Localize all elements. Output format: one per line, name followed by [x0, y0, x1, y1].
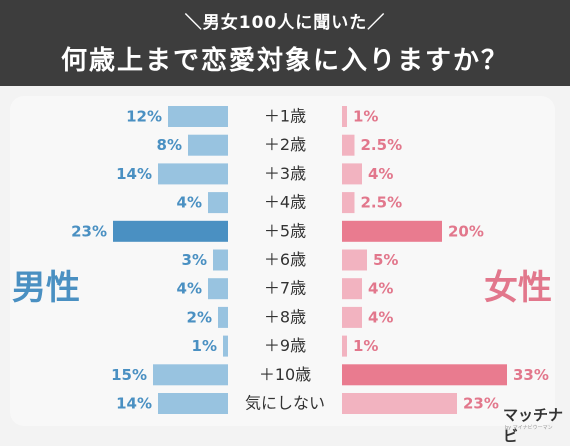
- female-bar: [342, 278, 362, 300]
- category-label: 気にしない: [245, 394, 325, 413]
- female-value-label: 4%: [368, 165, 393, 183]
- female-bar: [342, 220, 442, 242]
- male-label: 男性: [12, 268, 80, 308]
- male-bar: [213, 249, 228, 271]
- female-bar: [342, 192, 355, 214]
- female-bar: [342, 163, 362, 185]
- male-bar: [113, 220, 228, 242]
- female-value-label: 2.5%: [361, 136, 403, 154]
- female-value-label: 23%: [463, 395, 499, 413]
- category-label: ＋4歳: [264, 193, 306, 212]
- female-value-label: 33%: [513, 366, 549, 384]
- female-value-label: 1%: [353, 337, 378, 355]
- male-value-label: 23%: [71, 222, 107, 240]
- male-value-label: 4%: [177, 280, 202, 298]
- category-label: ＋1歳: [264, 107, 306, 126]
- female-bar: [342, 306, 362, 328]
- male-bar: [158, 393, 228, 414]
- category-label: ＋9歳: [264, 336, 306, 355]
- category-label: ＋6歳: [264, 250, 306, 269]
- male-value-label: 1%: [192, 337, 217, 355]
- male-bar: [153, 364, 228, 386]
- male-value-label: 4%: [177, 194, 202, 212]
- header: ＼男女100人に聞いた／ 何歳上まで恋愛対象に入りますか？: [0, 0, 570, 86]
- male-bar: [223, 335, 228, 357]
- male-bar: [208, 192, 228, 214]
- brand-logo-sub: by マイナビウーマン: [505, 425, 553, 431]
- female-bar: [342, 249, 367, 271]
- header-subtitle: ＼男女100人に聞いた／: [184, 13, 386, 33]
- butterfly-chart: 男性 女性 12% 1% ＋1歳 8% 2.5% ＋2歳 14% 4% ＋3歳 4% 2.5% ＋4歳…: [12, 106, 552, 414]
- female-value-label: 4%: [368, 308, 393, 326]
- category-label: ＋7歳: [264, 279, 306, 298]
- male-value-label: 12%: [126, 108, 162, 126]
- category-label: ＋5歳: [264, 221, 306, 240]
- female-bar: [342, 134, 355, 156]
- female-label: 女性: [484, 268, 552, 308]
- male-value-label: 14%: [116, 395, 152, 413]
- category-label: ＋3歳: [264, 164, 306, 183]
- male-value-label: 3%: [182, 251, 207, 269]
- male-bar: [158, 163, 228, 185]
- category-label: ＋8歳: [264, 307, 306, 326]
- male-value-label: 15%: [111, 366, 147, 384]
- female-bar: [342, 364, 507, 386]
- female-value-label: 20%: [448, 222, 484, 240]
- page-title: 何歳上まで恋愛対象に入りますか？: [60, 46, 509, 76]
- female-value-label: 5%: [373, 251, 398, 269]
- category-label: ＋2歳: [264, 135, 306, 154]
- female-value-label: 1%: [353, 108, 378, 126]
- male-bar: [218, 306, 228, 328]
- male-bar: [168, 106, 228, 127]
- female-bar: [342, 106, 347, 127]
- male-value-label: 2%: [187, 308, 212, 326]
- male-value-label: 14%: [116, 165, 152, 183]
- male-bar: [208, 278, 228, 300]
- female-bar: [342, 393, 457, 414]
- male-value-label: 8%: [157, 136, 182, 154]
- female-bar: [342, 335, 347, 357]
- category-label: ＋10歳: [259, 365, 311, 384]
- male-bar: [188, 134, 228, 156]
- female-value-label: 2.5%: [361, 194, 403, 212]
- female-value-label: 4%: [368, 280, 393, 298]
